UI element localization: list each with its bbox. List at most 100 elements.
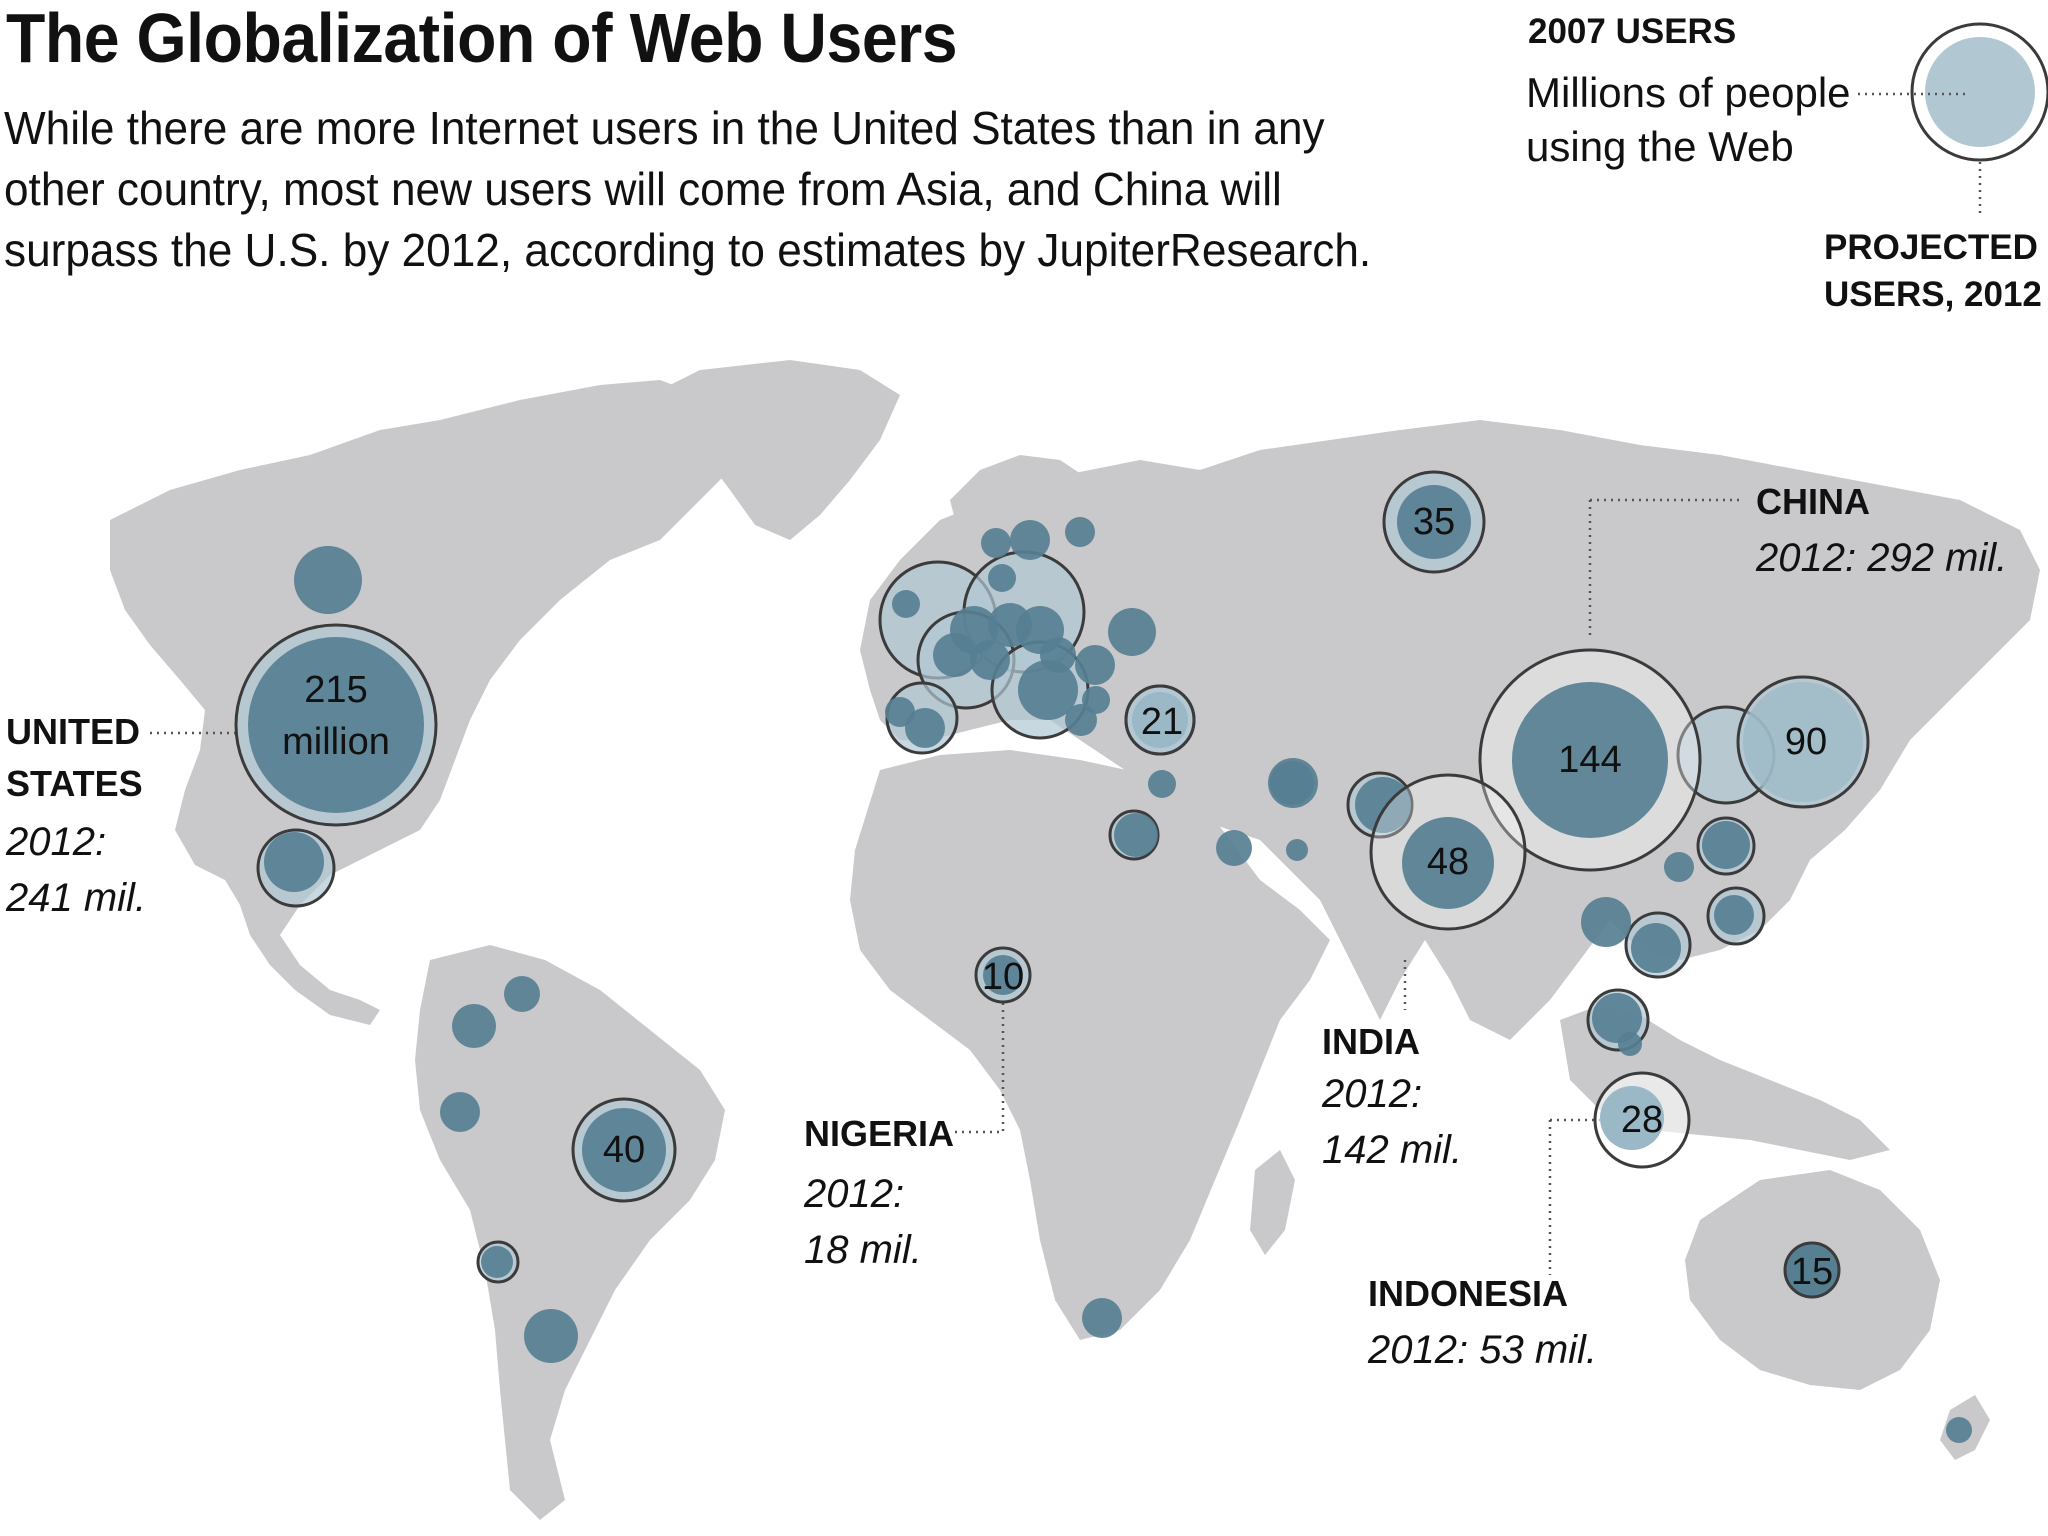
callout-name-line: INDIA — [1322, 1021, 1420, 1062]
users-disc — [1702, 821, 1750, 869]
users-disc — [933, 633, 977, 677]
callout-name-line: NIGERIA — [804, 1113, 955, 1154]
users-disc — [524, 1309, 578, 1363]
china-leader-line — [1588, 498, 1740, 635]
bubble-label: 21 — [1141, 701, 1183, 743]
callout-value-line: 2012: — [6, 820, 107, 864]
users-disc — [294, 546, 362, 614]
bubble-label: 10 — [982, 956, 1024, 998]
users-disc — [264, 832, 324, 892]
callout-value-line: 142 mil. — [1322, 1128, 1463, 1172]
users-disc — [440, 1092, 480, 1132]
callout-value-line: 2012: — [804, 1172, 905, 1216]
bubble-japan: 90 — [1736, 675, 1870, 809]
users-disc — [452, 1004, 496, 1048]
bubble-label: 144 — [1558, 739, 1621, 781]
us-callout-value: 2012: 241 mil. — [6, 814, 146, 926]
bubble-indonesia: 28 — [1593, 1071, 1691, 1169]
legend-description-line: Millions of people — [1526, 69, 1851, 116]
bubble-brazil: 40 — [571, 1097, 677, 1203]
callout-value-line: 2012: 53 mil. — [1368, 1328, 1598, 1372]
bubble-label: 40 — [603, 1129, 645, 1171]
users-disc — [1592, 993, 1642, 1043]
legend-symbol — [1858, 22, 2048, 218]
users-disc — [1946, 1417, 1972, 1443]
users-disc — [1355, 777, 1411, 833]
legend-users-disc — [1925, 37, 2035, 147]
legend-projected-line: USERS, 2012 — [1824, 275, 2042, 314]
legend-projected-label: PROJECTED USERS, 2012 — [1824, 224, 2044, 318]
users-disc — [981, 528, 1011, 558]
users-disc — [1783, 1241, 1841, 1299]
callout-value-line: 2012: 292 mil. — [1756, 536, 2008, 580]
users-disc — [1397, 485, 1471, 559]
users-disc — [1132, 692, 1188, 748]
users-disc — [1618, 1032, 1642, 1056]
legend-description: Millions of people using the Web — [1526, 66, 1886, 174]
users-disc — [1631, 923, 1681, 973]
bubble-india: 48 — [1369, 773, 1527, 931]
users-disc — [481, 1246, 513, 1278]
users-disc — [1743, 682, 1863, 802]
indonesia-callout-name: INDONESIA — [1368, 1268, 1568, 1320]
map-subtitle: While there are more Internet users in t… — [4, 102, 1372, 276]
bubble-label: 215 — [304, 669, 367, 711]
users-disc — [248, 637, 424, 813]
bubble-russia: 35 — [1382, 470, 1486, 574]
users-disc — [1581, 897, 1631, 947]
users-disc — [582, 1108, 666, 1192]
users-disc — [1018, 660, 1078, 720]
bubble-nigeria: 10 — [974, 946, 1032, 1004]
bubble-label: 15 — [1791, 1251, 1833, 1293]
callout-name-line: CHINA — [1756, 481, 1870, 522]
nigeria-leader-line — [955, 1003, 1005, 1134]
users-disc — [1065, 704, 1097, 736]
bubble-label: 35 — [1413, 501, 1455, 543]
callout-leaders — [150, 498, 1740, 1275]
indonesia-callout-value: 2012: 53 mil. — [1368, 1322, 1597, 1378]
indonesia-leader-line — [1548, 1118, 1600, 1275]
north-america-land — [110, 380, 760, 1025]
users-disc — [1010, 520, 1050, 560]
africa-land — [850, 750, 1330, 1340]
users-disc — [892, 590, 920, 618]
bubble-us: 215 million — [234, 623, 438, 827]
users-disc — [1402, 817, 1494, 909]
bubble-label: 48 — [1427, 841, 1469, 883]
users-disc — [504, 976, 540, 1012]
users-disc — [1075, 645, 1115, 685]
nigeria-callout-value: 2012: 18 mil. — [804, 1166, 922, 1278]
legend-description-line: using the Web — [1526, 123, 1794, 170]
greenland-land — [640, 360, 900, 540]
callout-value-line: 2012: — [1322, 1072, 1423, 1116]
users-disc — [983, 955, 1023, 995]
callout-name-line: UNITED — [6, 711, 140, 752]
landmasses — [110, 360, 2040, 1520]
callout-value-line: 241 mil. — [6, 876, 147, 920]
users-disc — [1512, 682, 1668, 838]
madagascar-land — [1250, 1150, 1295, 1255]
south-america-land — [415, 945, 725, 1520]
bubble-china: 144 — [1478, 648, 1702, 872]
us-callout-name: UNITED STATES — [6, 706, 143, 810]
bubble-australia: 15 — [1783, 1241, 1841, 1299]
callout-value-line: 18 mil. — [804, 1228, 922, 1272]
nigeria-callout-name: NIGERIA — [804, 1108, 954, 1160]
map-title: The Globalization of Web Users — [6, 0, 958, 77]
callout-name-line: INDONESIA — [1368, 1273, 1569, 1314]
bubble-label: 28 — [1621, 1099, 1663, 1141]
users-disc — [1216, 830, 1252, 866]
users-disc — [1600, 1086, 1664, 1150]
users-disc — [1082, 1298, 1122, 1338]
china-callout-name: CHINA — [1756, 476, 1870, 528]
users-disc — [970, 640, 1010, 680]
users-disc — [1108, 608, 1156, 656]
china-callout-value: 2012: 292 mil. — [1756, 530, 2007, 586]
users-disc — [905, 708, 945, 748]
users-disc — [988, 564, 1016, 592]
bubble-turkey: 21 — [1124, 684, 1196, 756]
users-disc — [1286, 839, 1308, 861]
users-disc — [1714, 895, 1754, 935]
users-disc — [1065, 517, 1095, 547]
